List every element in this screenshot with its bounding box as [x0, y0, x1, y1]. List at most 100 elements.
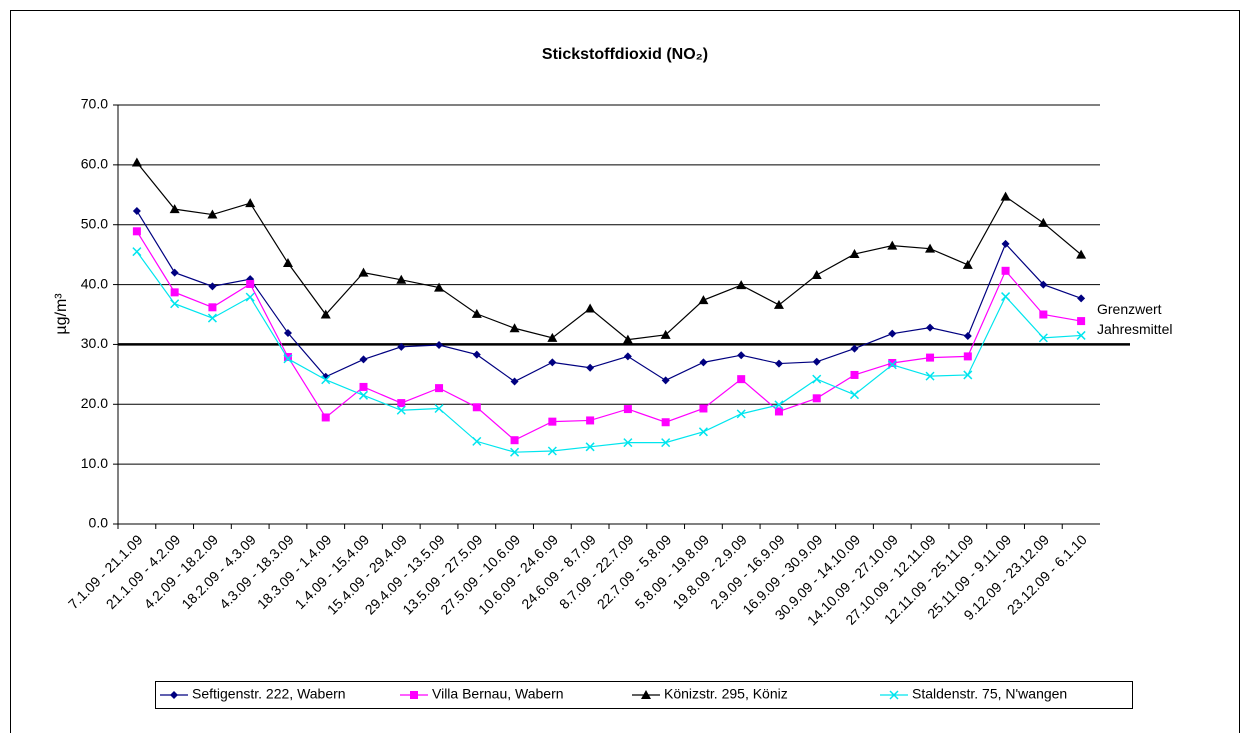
data-point: [283, 329, 292, 338]
y-tick-label: 0.0: [89, 515, 109, 531]
y-tick-label: 70.0: [81, 96, 108, 112]
data-point: [1077, 317, 1086, 326]
data-point: [320, 309, 331, 319]
y-tick-label: 60.0: [81, 156, 108, 172]
data-point: [509, 323, 520, 333]
data-point: [660, 329, 671, 339]
y-tick-label: 50.0: [81, 215, 108, 231]
data-point: [661, 438, 671, 448]
chart-border: [10, 10, 1240, 733]
data-point: [737, 351, 746, 360]
data-point: [585, 303, 596, 313]
y-tick-label: 20.0: [81, 395, 108, 411]
data-point: [925, 371, 935, 381]
data-point: [169, 204, 180, 214]
data-point: [207, 209, 218, 219]
data-point: [510, 436, 519, 445]
data-point: [472, 436, 482, 446]
data-point: [926, 323, 935, 332]
data-point: [434, 282, 445, 292]
data-point: [1076, 249, 1087, 259]
data-point: [246, 279, 255, 288]
data-point: [736, 280, 747, 290]
data-point: [699, 404, 708, 413]
data-point: [849, 249, 860, 259]
y-tick-label: 30.0: [81, 335, 108, 351]
data-point: [435, 341, 444, 350]
data-point: [812, 357, 821, 366]
data-point: [245, 292, 255, 302]
data-point: [396, 274, 407, 284]
data-point: [472, 350, 481, 359]
data-point: [131, 157, 142, 167]
data-point: [1038, 333, 1048, 343]
data-point: [359, 355, 368, 364]
data-point: [1038, 217, 1049, 227]
data-point: [434, 403, 444, 414]
data-point: [963, 370, 973, 380]
data-point: [547, 332, 558, 342]
legend-marker: [410, 691, 418, 699]
data-point: [358, 390, 369, 400]
data-point: [547, 446, 557, 456]
legend-marker: [889, 690, 899, 700]
series-line: [136, 230, 1082, 441]
data-point: [283, 352, 292, 361]
data-point: [773, 299, 784, 309]
data-point: [736, 409, 746, 419]
data-point: [962, 259, 973, 269]
data-point: [774, 359, 783, 368]
data-point: [208, 303, 217, 312]
data-point: [622, 334, 633, 344]
data-point: [812, 394, 821, 403]
data-point: [774, 407, 783, 416]
y-axis-label: µg/m³: [53, 293, 70, 335]
data-point: [282, 258, 293, 268]
y-tick-label: 40.0: [81, 275, 108, 291]
legend-marker: [170, 691, 178, 699]
data-point: [888, 329, 897, 338]
threshold-label: Grenzwert: [1097, 301, 1162, 317]
data-point: [170, 288, 179, 297]
legend-label: Könizstr. 295, Köniz: [664, 686, 788, 702]
data-point: [698, 295, 709, 305]
data-point: [698, 427, 708, 437]
data-point: [1000, 191, 1011, 201]
data-point: [321, 375, 331, 385]
data-point: [661, 376, 670, 385]
data-point: [321, 413, 330, 422]
data-point: [435, 384, 444, 393]
data-point: [170, 268, 179, 277]
data-point: [510, 377, 519, 386]
data-point: [283, 354, 293, 364]
data-point: [963, 332, 972, 341]
data-point: [510, 447, 520, 457]
data-point: [132, 206, 141, 215]
data-point: [208, 282, 217, 291]
series-line: [136, 162, 1082, 341]
data-point: [207, 313, 217, 323]
data-point: [397, 399, 406, 408]
data-point: [850, 344, 859, 353]
data-point: [245, 198, 256, 208]
y-tick-label: 10.0: [81, 455, 108, 471]
data-point: [548, 358, 557, 367]
data-point: [359, 382, 368, 391]
data-point: [1001, 239, 1010, 248]
chart-title: Stickstoffdioxid (NO₂): [542, 46, 708, 63]
data-point: [1039, 280, 1048, 289]
data-point: [471, 308, 482, 318]
data-point: [850, 370, 859, 379]
data-point: [887, 360, 897, 370]
data-point: [926, 353, 935, 362]
data-point: [1039, 310, 1048, 319]
legend-label: Villa Bernau, Wabern: [432, 686, 564, 702]
data-point: [699, 358, 708, 367]
data-point: [585, 442, 595, 452]
threshold-label: Jahresmittel: [1097, 321, 1172, 337]
data-point: [774, 400, 784, 410]
legend-label: Staldenstr. 75, N'wangen: [912, 686, 1067, 702]
data-point: [925, 243, 936, 253]
data-point: [170, 299, 180, 309]
